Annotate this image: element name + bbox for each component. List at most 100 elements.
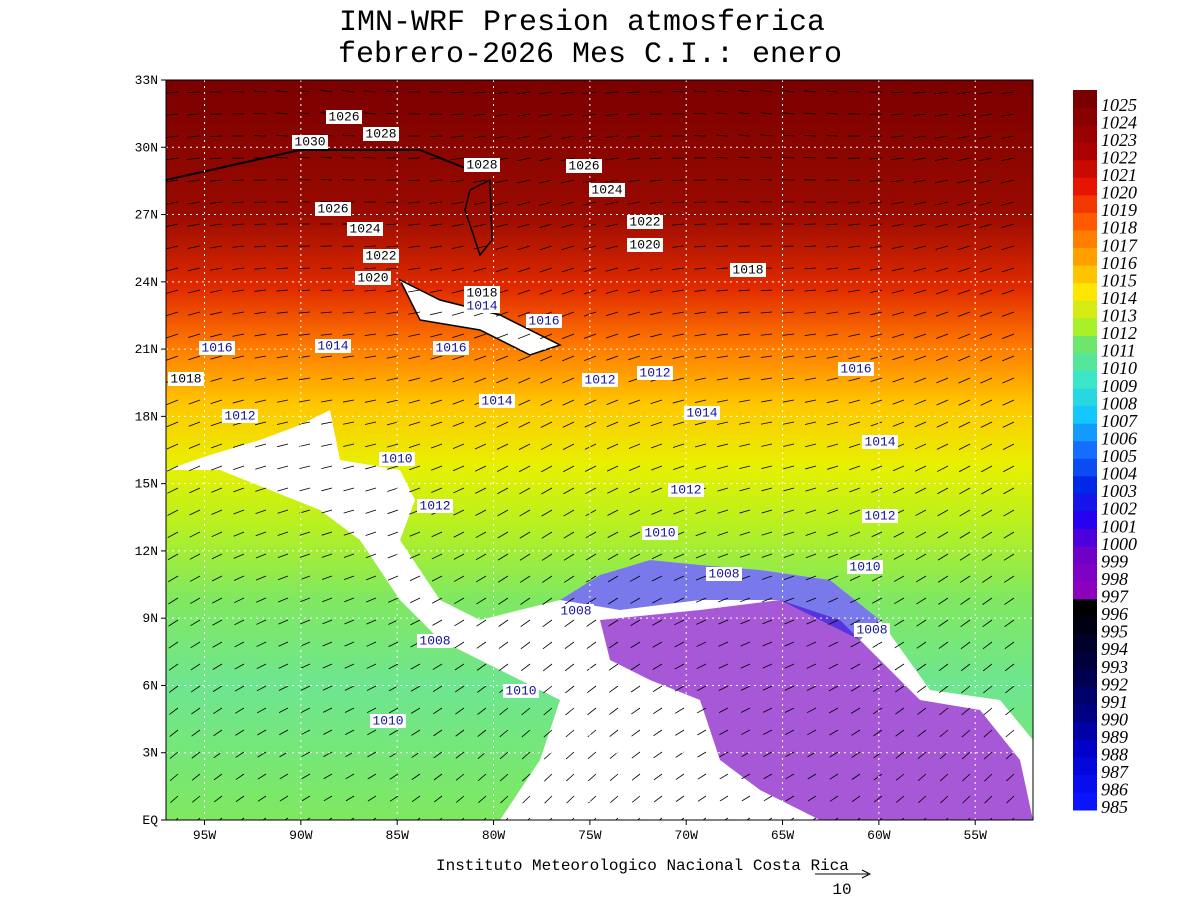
wind-arrow <box>738 289 751 292</box>
wind-arrow <box>516 91 531 95</box>
wind-arrow <box>914 421 927 428</box>
wind-arrow <box>694 245 707 248</box>
wind-arrow <box>1001 179 1015 184</box>
wind-arrow <box>276 112 289 115</box>
wind-arrow <box>299 531 311 536</box>
wind-arrow <box>782 156 795 159</box>
wind-arrow <box>827 487 839 492</box>
wind-arrow <box>914 355 927 361</box>
wind-arrow <box>539 333 553 340</box>
wind-arrow <box>939 685 949 694</box>
wind-arrow <box>605 201 619 205</box>
wind-arrow <box>430 333 443 338</box>
wind-arrow <box>188 333 201 338</box>
wind-arrow <box>543 685 553 694</box>
wind-arrow <box>740 707 751 713</box>
wind-arrow <box>606 333 619 339</box>
wind-arrow <box>476 597 487 605</box>
wind-arrow <box>850 663 861 670</box>
colorbar-swatch <box>1073 757 1097 776</box>
wind-arrow <box>869 223 883 227</box>
wind-arrow <box>187 135 201 138</box>
wind-arrow <box>962 773 971 782</box>
wind-arrow <box>605 179 619 183</box>
wind-arrow <box>651 575 663 582</box>
wind-arrow <box>386 311 399 315</box>
wind-arrow <box>674 597 685 604</box>
wind-arrow <box>696 663 707 670</box>
wind-arrow <box>211 465 223 471</box>
wind-arrow <box>191 751 201 759</box>
wind-arrow <box>477 707 487 715</box>
wind-arrow <box>739 421 751 425</box>
wind-arrow <box>694 399 707 403</box>
wind-arrow <box>935 179 949 184</box>
wind-arrow <box>587 707 597 716</box>
wind-arrow <box>585 553 597 561</box>
wind-arrow <box>873 707 883 715</box>
wind-arrow <box>740 619 751 625</box>
lat-tick-label: 30N <box>135 140 158 155</box>
wind-arrow <box>539 223 553 229</box>
wind-arrow <box>826 311 839 315</box>
wind-arrow <box>166 201 179 205</box>
wind-arrow <box>826 90 839 93</box>
wind-arrow <box>716 377 729 381</box>
colorbar-swatch <box>1073 177 1097 196</box>
wind-arrow <box>386 223 399 226</box>
contour-label: 1012 <box>639 365 670 380</box>
wind-arrow <box>254 399 267 403</box>
wind-arrow <box>760 333 773 336</box>
wind-arrow <box>627 179 641 183</box>
wind-arrow <box>718 619 729 625</box>
wind-arrow <box>410 663 421 670</box>
wind-arrow <box>473 113 487 116</box>
colorbar-label: 1013 <box>1101 306 1137 326</box>
wind-arrow <box>893 575 905 582</box>
wind-arrow <box>605 223 619 228</box>
wind-arrow <box>784 707 795 713</box>
colorbar-label: 987 <box>1101 762 1129 782</box>
wind-arrow <box>827 531 839 537</box>
wind-arrow <box>517 289 531 295</box>
wind-arrow <box>1002 355 1015 362</box>
wind-arrow <box>873 729 883 737</box>
wind-arrow <box>561 201 575 206</box>
wind-arrow <box>913 289 927 295</box>
wind-arrow <box>1004 641 1015 650</box>
wind-arrow <box>518 465 531 473</box>
wind-arrow <box>255 509 267 514</box>
wind-arrow <box>631 751 641 759</box>
wind-arrow <box>166 113 179 116</box>
contour-label: 1010 <box>505 683 536 698</box>
wind-arrow <box>235 729 245 736</box>
wind-arrow <box>608 641 619 649</box>
contour-label-bg <box>433 341 469 355</box>
wind-arrow <box>475 553 487 561</box>
wind-arrow <box>637 817 641 820</box>
wind-arrow <box>256 641 267 647</box>
contour-label: 1010 <box>381 451 412 466</box>
wind-arrow <box>673 509 685 515</box>
wind-arrow <box>298 399 311 403</box>
wind-arrow <box>483 817 487 820</box>
wind-arrow <box>322 685 333 691</box>
wind-arrow <box>828 619 839 625</box>
wind-arrow <box>895 729 905 737</box>
colorbar-label: 996 <box>1101 604 1128 624</box>
wind-arrow <box>544 795 553 804</box>
wind-arrow <box>761 443 773 447</box>
wind-arrow <box>718 641 729 647</box>
wind-arrow <box>166 179 179 183</box>
contour-label: 1026 <box>328 109 359 124</box>
wind-arrow <box>738 134 751 137</box>
wind-arrow <box>806 641 817 647</box>
wind-arrow <box>827 465 839 470</box>
wind-arrow <box>671 179 685 182</box>
wind-arrow <box>957 223 971 228</box>
wind-arrow <box>935 289 949 295</box>
wind-arrow <box>719 729 729 736</box>
wind-arrow <box>762 707 773 713</box>
wind-arrow <box>187 289 201 294</box>
